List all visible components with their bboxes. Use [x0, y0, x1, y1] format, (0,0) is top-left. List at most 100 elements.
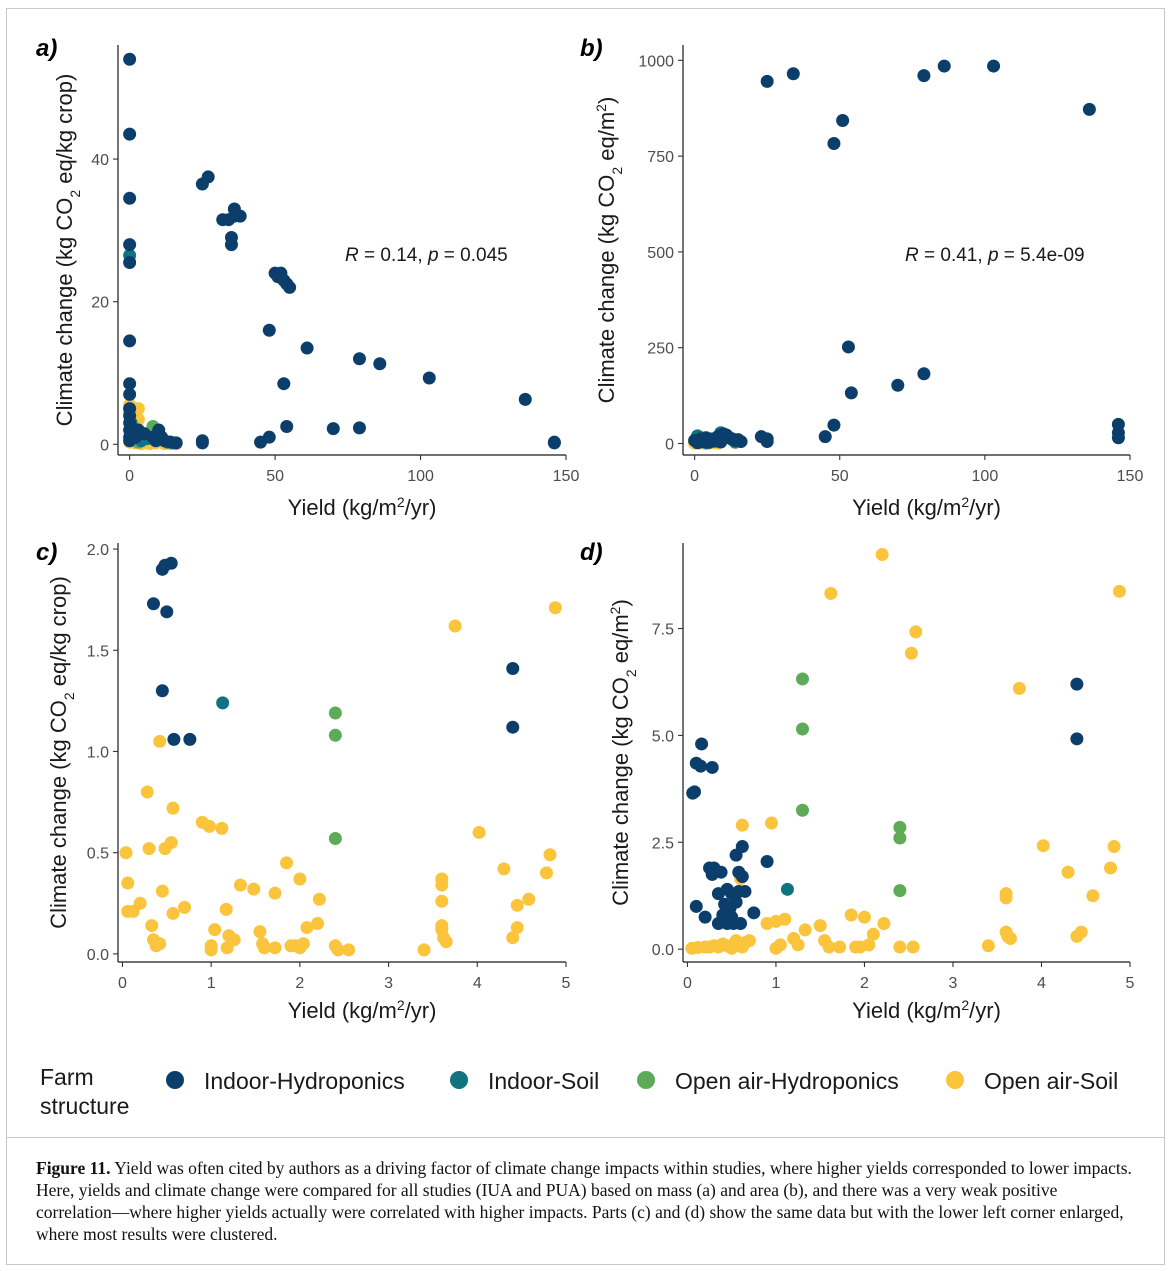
point-indoor-hydroponics: [547, 436, 561, 450]
point-indoor-hydroponics: [195, 436, 209, 450]
point-indoor-hydroponics: [326, 422, 340, 436]
x-tick-label: 0: [118, 975, 127, 992]
y-tick-label: 7.5: [652, 622, 674, 639]
legend-marker-indoor-soil: [450, 1071, 468, 1089]
point-open-air-soil: [247, 882, 261, 896]
figure-caption: Figure 11. Yield was often cited by auth…: [36, 1157, 1136, 1245]
panel-letter: d): [580, 539, 603, 566]
y-tick-label: 0.0: [87, 947, 109, 964]
point-indoor-hydroponics: [123, 255, 137, 269]
point-open-air-soil: [791, 938, 805, 952]
point-open-air-soil: [140, 785, 154, 799]
point-open-air-soil: [904, 646, 918, 660]
point-indoor-hydroponics: [689, 899, 703, 913]
panel-letter: c): [36, 539, 57, 566]
point-open-air-hydroponics: [795, 803, 809, 817]
point-open-air-soil: [219, 902, 233, 916]
point-open-air-soil: [268, 941, 282, 955]
point-open-air-soil: [543, 848, 557, 862]
point-open-air-soil: [1036, 839, 1050, 853]
point-indoor-hydroponics: [277, 377, 291, 391]
point-open-air-soil: [866, 927, 880, 941]
point-open-air-soil: [875, 548, 889, 562]
point-indoor-hydroponics: [123, 334, 137, 348]
point-open-air-soil: [844, 908, 858, 922]
y-tick-label: 2.0: [87, 542, 109, 559]
point-indoor-hydroponics: [718, 897, 732, 911]
legend-title-line1: Farm: [40, 1064, 94, 1090]
point-open-air-soil: [280, 856, 294, 870]
legend-label-open-air-soil: Open air-Soil: [984, 1068, 1118, 1094]
x-tick-label: 4: [1037, 975, 1046, 992]
point-open-air-soil: [166, 801, 180, 815]
point-open-air-soil: [999, 891, 1013, 905]
point-open-air-soil: [539, 866, 553, 880]
point-indoor-hydroponics: [262, 323, 276, 337]
point-open-air-soil: [1012, 681, 1026, 695]
point-indoor-hydroponics: [123, 377, 137, 391]
x-axis-title: Yield (kg/m2/yr): [852, 997, 1001, 1023]
point-indoor-hydroponics: [164, 556, 178, 570]
x-tick-label: 50: [831, 468, 849, 485]
point-open-air-soil: [742, 934, 756, 948]
x-tick-label: 3: [949, 975, 958, 992]
point-indoor-hydroponics: [917, 367, 931, 381]
point-indoor-hydroponics: [786, 67, 800, 81]
x-tick-label: 150: [553, 468, 580, 485]
point-indoor-hydroponics: [760, 74, 774, 88]
point-indoor-hydroponics: [760, 855, 774, 869]
x-axis-title: Yield (kg/m2/yr): [852, 494, 1001, 520]
point-open-air-soil: [822, 940, 836, 954]
point-open-air-soil: [311, 917, 325, 931]
x-tick-label: 3: [384, 975, 393, 992]
point-open-air-soil: [778, 912, 792, 926]
point-indoor-hydroponics: [694, 759, 708, 773]
x-axis-title: Yield (kg/m2/yr): [288, 494, 437, 520]
legend-label-indoor-soil: Indoor-Soil: [488, 1068, 599, 1094]
point-indoor-hydroponics: [123, 191, 137, 205]
point-open-air-soil: [435, 878, 449, 892]
point-indoor-hydroponics: [224, 238, 238, 252]
point-open-air-soil: [435, 894, 449, 908]
point-indoor-hydroponics: [146, 597, 160, 611]
y-tick-label: 0: [100, 437, 109, 454]
point-indoor-hydroponics: [747, 906, 761, 920]
point-open-air-hydroponics: [795, 722, 809, 736]
point-indoor-hydroponics: [1082, 102, 1096, 116]
point-open-air-soil: [153, 937, 167, 951]
point-open-air-soil: [166, 906, 180, 920]
legend: Farm structure Indoor-Hydroponics Indoor-So…: [40, 1064, 1118, 1119]
point-indoor-soil: [216, 696, 230, 710]
point-open-air-soil: [506, 931, 520, 945]
y-axis-title: Climate change (kg CO2 eq/m2): [607, 599, 639, 906]
x-tick-label: 100: [972, 468, 999, 485]
x-tick-label: 5: [562, 975, 571, 992]
point-indoor-hydroponics: [169, 436, 183, 450]
y-tick-label: 20: [91, 295, 109, 312]
y-axis-title: Climate change (kg CO2 eq/kg crop): [46, 576, 77, 929]
point-open-air-soil: [133, 896, 147, 910]
point-open-air-soil: [1112, 584, 1126, 598]
figure-frame: [6, 8, 1165, 1265]
point-indoor-soil: [780, 882, 794, 896]
point-open-air-hydroponics: [328, 728, 342, 742]
point-open-air-soil: [765, 816, 779, 830]
point-indoor-hydroponics: [123, 52, 137, 66]
point-open-air-soil: [142, 842, 156, 856]
legend-marker-indoor-hydroponics: [166, 1071, 184, 1089]
chart-panel-4: 0 1 2 3 4 5 0.0 2.5 5.0 7.5 Yield (kg/m2/yr) Climat…: [580, 539, 1135, 1023]
point-indoor-hydroponics: [688, 785, 702, 799]
point-open-air-soil: [1086, 889, 1100, 903]
point-indoor-hydroponics: [695, 737, 709, 751]
point-open-air-soil: [268, 886, 282, 900]
y-tick-label: 5.0: [652, 728, 674, 745]
caption-label: Figure 11.: [36, 1158, 111, 1178]
point-indoor-hydroponics: [1111, 431, 1125, 445]
point-indoor-hydroponics: [422, 371, 436, 385]
point-open-air-soil: [893, 940, 907, 954]
point-open-air-soil: [202, 819, 216, 833]
point-open-air-hydroponics: [893, 820, 907, 834]
y-tick-label: 40: [91, 152, 109, 169]
panel-letter: a): [36, 35, 57, 62]
point-indoor-hydroponics: [937, 59, 951, 73]
